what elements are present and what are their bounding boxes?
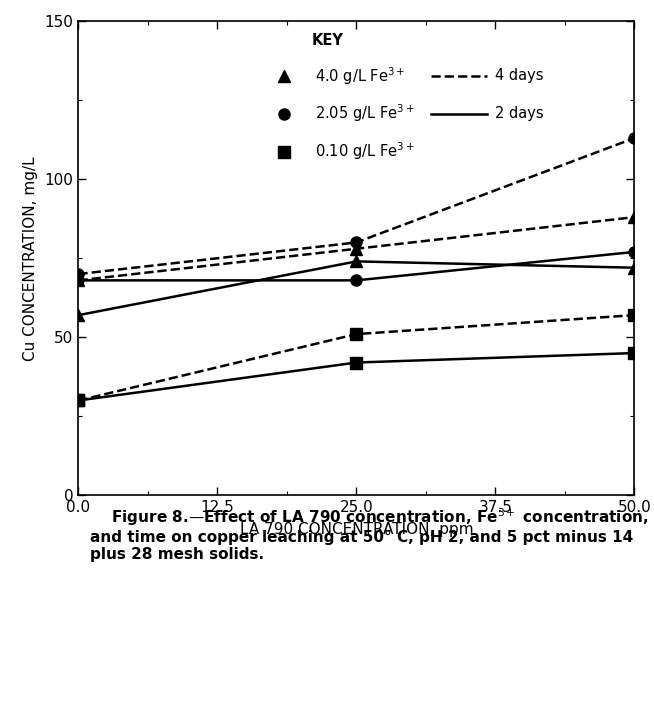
X-axis label: LA 790 CONCENTRATION, ppm: LA 790 CONCENTRATION, ppm: [239, 522, 473, 537]
Text: KEY: KEY: [312, 33, 344, 48]
Text: 2 days: 2 days: [496, 106, 544, 121]
Text: 4.0 g/L Fe$^{3+}$: 4.0 g/L Fe$^{3+}$: [315, 65, 405, 87]
Text: 2.05 g/L Fe$^{3+}$: 2.05 g/L Fe$^{3+}$: [315, 103, 415, 124]
Text: Figure 8.—Effect of LA 790 concentration, Fe$^{3+}$ concentration,
and time on c: Figure 8.—Effect of LA 790 concentration…: [90, 505, 648, 562]
Text: 4 days: 4 days: [496, 68, 544, 83]
Y-axis label: Cu CONCENTRATION, mg/L: Cu CONCENTRATION, mg/L: [23, 156, 38, 361]
Text: 0.10 g/L Fe$^{3+}$: 0.10 g/L Fe$^{3+}$: [315, 140, 415, 162]
